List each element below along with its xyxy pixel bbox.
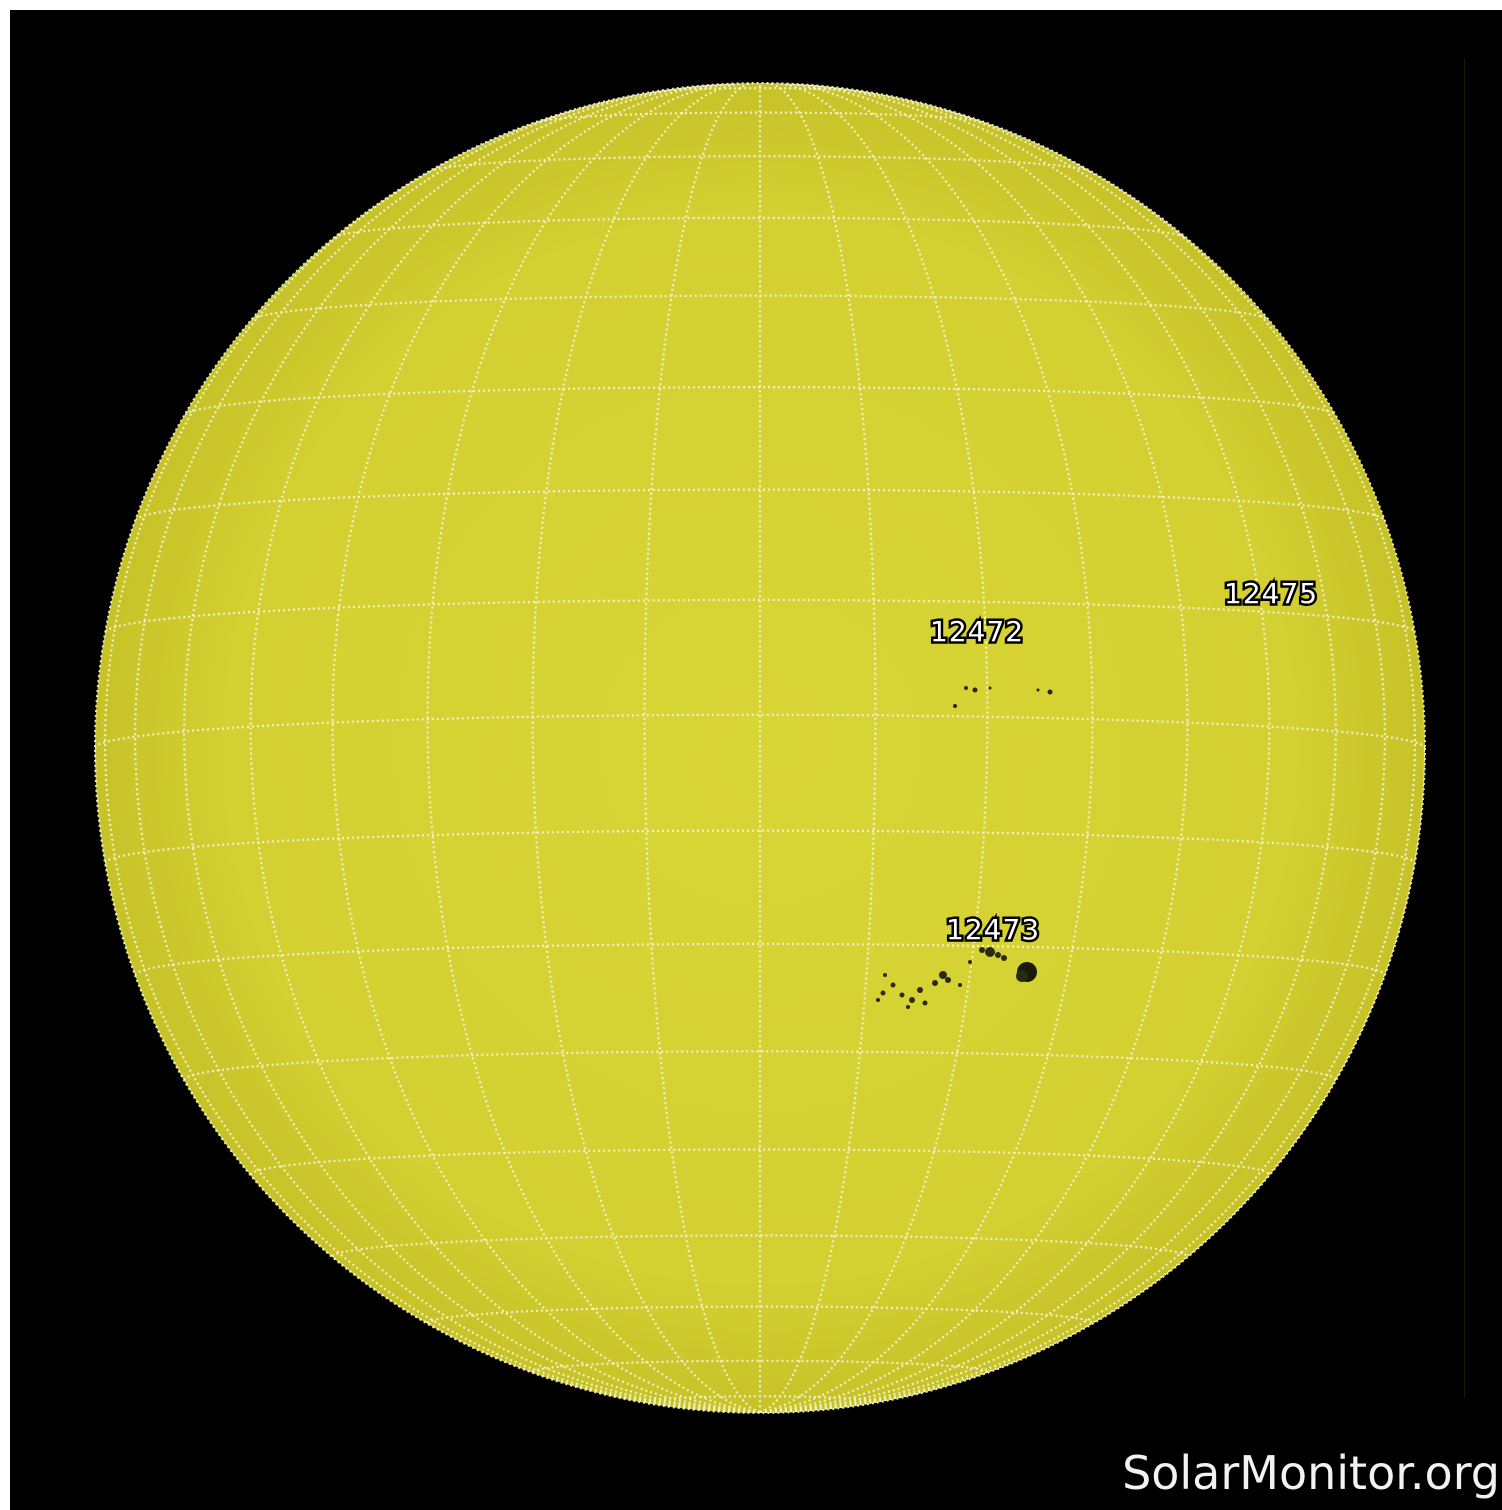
grid-line [535, 111, 985, 124]
sunspot [953, 704, 957, 708]
sunspot [972, 687, 978, 693]
grid-line [643, 83, 761, 1413]
sunspot [917, 987, 923, 993]
sunspot [939, 971, 947, 979]
grid-line [759, 747, 1425, 1413]
frame-edge-line [1464, 58, 1465, 1398]
heliographic-grid [95, 83, 1425, 1413]
grid-line [134, 488, 1386, 521]
grid-line [759, 83, 877, 1413]
sunspot [932, 980, 938, 986]
sunspot [899, 992, 905, 998]
grid-line [249, 83, 761, 1413]
sunspot [880, 990, 886, 996]
grid-line [759, 83, 1094, 1413]
active-region-label-12472: 12472 [930, 615, 1024, 648]
sunspot [945, 977, 951, 983]
grid-line [182, 84, 761, 1413]
left-margin [0, 0, 10, 1510]
grid-line [95, 713, 1425, 749]
sunspot [876, 998, 880, 1002]
sunspot [1001, 955, 1007, 961]
sunspot [909, 997, 915, 1003]
grid-line [426, 83, 761, 1413]
sunspot [995, 952, 1001, 958]
solar-limb [94, 82, 1426, 1414]
grid-line [133, 89, 761, 1413]
active-region-label-12473: 12473 [946, 913, 1040, 946]
grid-line [759, 84, 1338, 1413]
sunspot [1016, 970, 1028, 982]
grid-line [134, 942, 1386, 976]
sunspot [1036, 688, 1040, 692]
sunspot [979, 947, 985, 953]
sunspot [1047, 689, 1053, 695]
grid-line [759, 83, 1189, 1413]
sunspot [883, 973, 887, 977]
sunspot [988, 686, 992, 690]
sunspot [964, 686, 968, 690]
sunspot [890, 982, 896, 988]
grid-line [331, 83, 761, 1413]
sunspot [906, 1005, 910, 1009]
sunspot [922, 1000, 928, 1006]
sunspot [958, 983, 962, 987]
grid-line [426, 1305, 1094, 1324]
grid-line [649, 86, 871, 94]
sunspot-group [876, 686, 1053, 1009]
grid-line [531, 1359, 989, 1373]
top-margin [0, 0, 1502, 10]
sunspot [968, 960, 972, 964]
sunspot [985, 947, 995, 957]
grid-line [759, 83, 989, 1413]
grid-line [104, 829, 1416, 864]
grid-line [104, 598, 1416, 633]
credit-watermark: SolarMonitor.org [1122, 1446, 1500, 1500]
active-region-label-12475: 12475 [1224, 577, 1318, 610]
grid-line [333, 216, 1187, 239]
grid-line [759, 89, 1387, 1413]
grid-line [531, 83, 761, 1413]
solar-disk [95, 83, 1425, 1413]
grid-line [759, 83, 1271, 1413]
